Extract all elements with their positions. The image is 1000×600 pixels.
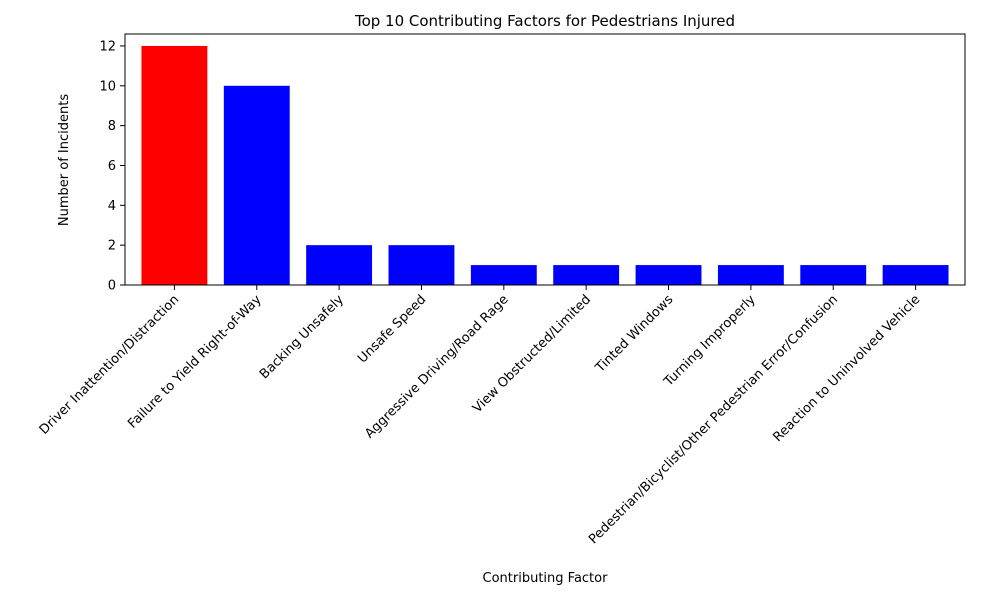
- bar-8: [717, 265, 784, 285]
- y-tick-label: 0: [108, 279, 116, 294]
- y-tick-label: 10: [99, 79, 116, 94]
- x-tick-label: Aggressive Driving/Road Rage: [362, 292, 511, 441]
- y-axis: 0 2 4 6 8 10 12: [99, 39, 125, 294]
- x-tick-label: Failure to Yield Right-of-Way: [125, 292, 265, 432]
- y-axis-label: Number of Incidents: [57, 94, 72, 226]
- bar-1: [141, 45, 208, 286]
- x-tick-label: Tinted Windows: [592, 292, 676, 376]
- bar-10: [882, 265, 949, 285]
- x-tick-label: Backing Unsafely: [257, 292, 347, 382]
- x-tick-label: Turning Improperly: [661, 292, 759, 390]
- y-tick-label: 8: [108, 119, 116, 134]
- plot-frame: [124, 33, 966, 286]
- y-tick-label: 4: [108, 199, 116, 214]
- bar-5: [470, 265, 537, 285]
- bars-group: [141, 45, 949, 286]
- chart-title: Top 10 Contributing Factors for Pedestri…: [354, 12, 735, 30]
- bar-6: [553, 265, 620, 285]
- x-axis-label: Contributing Factor: [483, 571, 609, 586]
- bar-9: [800, 265, 867, 285]
- y-tick-label: 2: [108, 239, 116, 254]
- bar-3: [306, 245, 373, 285]
- x-tick-label: Reaction to Uninvolved Vehicle: [771, 292, 924, 445]
- bar-2: [223, 85, 290, 286]
- bar-7: [635, 265, 702, 285]
- bar-4: [388, 245, 455, 285]
- y-tick-label: 6: [108, 159, 116, 174]
- x-tick-label: Unsafe Speed: [355, 292, 429, 366]
- x-tick-label: Driver Inattention/Distraction: [37, 292, 182, 437]
- y-tick-label: 12: [99, 39, 116, 54]
